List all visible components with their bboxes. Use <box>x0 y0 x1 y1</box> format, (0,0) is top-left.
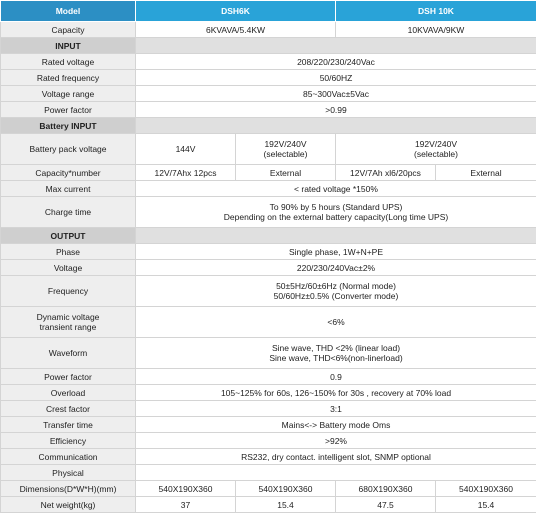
value-cell: 15.4 <box>235 496 336 513</box>
value-cell: 12V/7Ah xl6/20pcs <box>335 164 436 181</box>
value-cell: Mains<-> Battery mode Oms <box>135 416 536 433</box>
table-row: Battery INPUT <box>0 117 536 134</box>
row-label: Max current <box>0 180 136 197</box>
empty-cell <box>135 464 536 481</box>
table-row: Capacity 6KVAVA/5.4KW 10KVAVA/9KW <box>0 21 536 38</box>
table-row: Physical <box>0 464 536 481</box>
row-label: Charge time <box>0 196 136 228</box>
table-row: Voltage range 85~300Vac±5Vac <box>0 85 536 102</box>
row-label: Battery pack voltage <box>0 133 136 165</box>
value-cell: 85~300Vac±5Vac <box>135 85 536 102</box>
value-cell: 192V/240V (selectable) <box>235 133 336 165</box>
row-label: Rated voltage <box>0 53 136 70</box>
row-label: Frequency <box>0 275 136 307</box>
value-cell: 540X190X360 <box>435 480 536 497</box>
table-row: INPUT <box>0 37 536 54</box>
table-body: Model DSH6K DSH 10K Capacity 6KVAVA/5.4KW 10K… <box>0 0 536 513</box>
spec-table: Model DSH6K DSH 10K Capacity 6KVAVA/5.4KW 10K… <box>0 0 536 513</box>
model-name: DSH6K <box>135 0 336 22</box>
value-cell: External <box>235 164 336 181</box>
value-cell: External <box>435 164 536 181</box>
row-label: Power factor <box>0 101 136 118</box>
value-cell: 208/220/230/240Vac <box>135 53 536 70</box>
table-row: Dimensions(D*W*H)(mm) 540X190X360 540X190X… <box>0 480 536 497</box>
table-row: Voltage 220/230/240Vac±2% <box>0 259 536 276</box>
value-cell: 12V/7Ahx 12pcs <box>135 164 236 181</box>
value-cell: 680X190X360 <box>335 480 436 497</box>
value-cell: 105~125% for 60s, 126~150% for 30s , rec… <box>135 384 536 401</box>
table-row: Overload 105~125% for 60s, 126~150% for 3… <box>0 384 536 401</box>
row-label: Dynamic voltage transient range <box>0 306 136 338</box>
table-row: Rated voltage 208/220/230/240Vac <box>0 53 536 70</box>
header-label: Model <box>0 0 136 22</box>
value-cell: <6% <box>135 306 536 338</box>
row-label: Overload <box>0 384 136 401</box>
table-row: Capacity*number 12V/7Ahx 12pcs External 12V… <box>0 164 536 181</box>
value-cell: 15.4 <box>435 496 536 513</box>
value-cell: 50/60HZ <box>135 69 536 86</box>
row-label: Voltage range <box>0 85 136 102</box>
table-row: Transfer time Mains<-> Battery mode Oms <box>0 416 536 433</box>
table-row: Max current < rated voltage *150% <box>0 180 536 197</box>
table-row: Net weight(kg) 37 15.4 47.5 15.4 <box>0 496 536 513</box>
value-cell: >0.99 <box>135 101 536 118</box>
row-label: Communication <box>0 448 136 465</box>
row-label: Voltage <box>0 259 136 276</box>
value-cell: 37 <box>135 496 236 513</box>
table-row: Rated frequency 50/60HZ <box>0 69 536 86</box>
row-label: Phase <box>0 243 136 260</box>
table-row: Dynamic voltage transient range <6% <box>0 306 536 338</box>
value-cell: 47.5 <box>335 496 436 513</box>
value-cell: >92% <box>135 432 536 449</box>
section-fill <box>135 117 536 134</box>
value-cell: 3:1 <box>135 400 536 417</box>
section-fill <box>135 227 536 244</box>
value-cell: 6KVAVA/5.4KW <box>135 21 336 38</box>
value-cell: < rated voltage *150% <box>135 180 536 197</box>
section-title: INPUT <box>0 37 136 54</box>
section-fill <box>135 37 536 54</box>
row-label: Capacity*number <box>0 164 136 181</box>
value-cell: 540X190X360 <box>135 480 236 497</box>
table-row: Power factor 0.9 <box>0 368 536 385</box>
row-label: Physical <box>0 464 136 481</box>
table-row: Crest factor 3:1 <box>0 400 536 417</box>
value-cell: 144V <box>135 133 236 165</box>
row-label: Transfer time <box>0 416 136 433</box>
value-cell: 10KVAVA/9KW <box>335 21 536 38</box>
value-cell: 0.9 <box>135 368 536 385</box>
table-row: OUTPUT <box>0 227 536 244</box>
value-cell: RS232, dry contact. intelligent slot, SN… <box>135 448 536 465</box>
table-row: Communication RS232, dry contact. intelli… <box>0 448 536 465</box>
table-row: Waveform Sine wave, THD <2% (linear load)… <box>0 337 536 369</box>
model-name: DSH 10K <box>335 0 536 22</box>
row-label: Waveform <box>0 337 136 369</box>
row-label: Net weight(kg) <box>0 496 136 513</box>
table-row: Phase Single phase, 1W+N+PE <box>0 243 536 260</box>
row-label: Capacity <box>0 21 136 38</box>
value-cell: 220/230/240Vac±2% <box>135 259 536 276</box>
value-cell: Single phase, 1W+N+PE <box>135 243 536 260</box>
table-row: Battery pack voltage 144V 192V/240V (selec… <box>0 133 536 165</box>
table-row: Frequency 50±5Hz/60±6Hz (Normal mode) 50/… <box>0 275 536 307</box>
row-label: Crest factor <box>0 400 136 417</box>
table-row: Charge time To 90% by 5 hours (Standard U… <box>0 196 536 228</box>
table-row: Efficiency >92% <box>0 432 536 449</box>
row-label: Rated frequency <box>0 69 136 86</box>
value-cell: Sine wave, THD <2% (linear load) Sine wa… <box>135 337 536 369</box>
row-label: Power factor <box>0 368 136 385</box>
value-cell: 540X190X360 <box>235 480 336 497</box>
header-row: Model DSH6K DSH 10K <box>0 0 536 22</box>
value-cell: 192V/240V (selectable) <box>335 133 536 165</box>
row-label: Efficiency <box>0 432 136 449</box>
section-title: OUTPUT <box>0 227 136 244</box>
table-row: Power factor >0.99 <box>0 101 536 118</box>
value-cell: 50±5Hz/60±6Hz (Normal mode) 50/60Hz±0.5%… <box>135 275 536 307</box>
value-cell: To 90% by 5 hours (Standard UPS) Dependi… <box>135 196 536 228</box>
section-title: Battery INPUT <box>0 117 136 134</box>
row-label: Dimensions(D*W*H)(mm) <box>0 480 136 497</box>
